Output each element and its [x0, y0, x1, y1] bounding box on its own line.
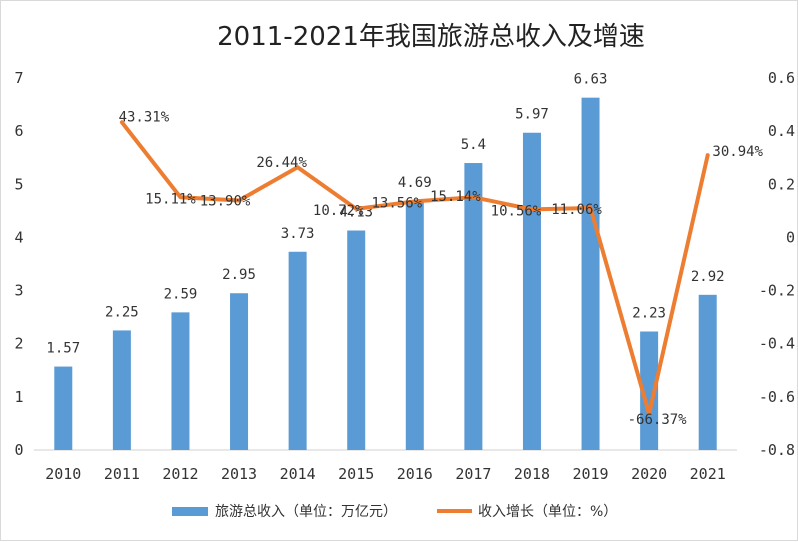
bar-data-label: 1.57	[46, 341, 80, 357]
x-tick-label: 2013	[221, 465, 257, 483]
line-data-label: 11.06%	[551, 202, 602, 218]
line-series	[119, 120, 710, 416]
bar	[54, 366, 73, 450]
line-data-label: 10.72%	[313, 203, 364, 219]
line-data-label: 30.94%	[712, 144, 763, 160]
x-tick-label: 2014	[280, 465, 316, 483]
right-tick-label: 0.4	[768, 122, 795, 140]
left-tick-label: 3	[14, 282, 23, 300]
line-data-label: 26.44%	[256, 155, 307, 171]
line-data-label: 13.90%	[200, 193, 251, 209]
right-tick-label: 0	[786, 228, 795, 246]
left-tick-label: 6	[14, 122, 23, 140]
left-tick-label: 7	[14, 69, 23, 87]
x-tick-label: 2021	[690, 465, 726, 483]
left-tick-label: 0	[14, 441, 23, 459]
line-data-label: 15.11%	[145, 191, 196, 207]
bar-data-label: 4.69	[398, 175, 432, 191]
bar	[522, 132, 541, 451]
bar	[405, 200, 424, 450]
line-data-label: 15.14%	[430, 189, 481, 205]
right-tick-label: -0.4	[759, 335, 795, 353]
x-tick-label: 2010	[45, 465, 81, 483]
right-axis: -0.8 -0.6 -0.4 -0.2 0 0.2 0.4 0.6	[759, 69, 795, 459]
bar-series	[54, 97, 717, 451]
bar	[640, 331, 659, 450]
x-tick-label: 2017	[455, 465, 491, 483]
right-tick-label: -0.6	[759, 388, 795, 406]
x-tick-label: 2018	[514, 465, 550, 483]
bar-data-labels: 1.572.252.592.953.734.134.695.45.976.632…	[46, 72, 724, 357]
chart-title: 2011-2021年我国旅游总收入及增速	[217, 22, 645, 52]
bar	[581, 97, 600, 451]
right-tick-label: 0.6	[768, 69, 795, 87]
bar	[347, 230, 366, 450]
bar	[171, 312, 190, 450]
growth-line	[119, 120, 710, 416]
line-data-label: 13.56%	[372, 195, 423, 211]
bar	[112, 330, 131, 450]
line-data-label: 43.31%	[119, 109, 170, 125]
bar-data-label: 3.73	[281, 226, 315, 242]
bar-data-label: 2.59	[164, 286, 198, 302]
legend-line-label: 收入增长（单位：%）	[478, 504, 617, 520]
x-axis: 2010 2011 2012 2013 2014 2015 2016 2017 2018 2019…	[45, 465, 726, 483]
left-tick-label: 2	[14, 335, 23, 353]
bar-data-label: 2.23	[632, 305, 666, 321]
bar-data-label: 2.92	[691, 269, 725, 285]
left-tick-label: 5	[14, 175, 23, 193]
x-tick-label: 2011	[104, 465, 140, 483]
legend-bar-swatch	[172, 507, 208, 516]
x-tick-label: 2015	[338, 465, 374, 483]
line-data-labels: 43.31% 15.11% 13.90% 26.44% 10.72% 13.56% 15.1…	[119, 109, 764, 427]
bar-data-label: 2.95	[222, 267, 256, 283]
left-tick-label: 4	[14, 228, 23, 246]
x-tick-label: 2020	[631, 465, 667, 483]
line-data-label: -66.37%	[628, 412, 688, 428]
bar	[464, 163, 483, 450]
bar-data-label: 2.25	[105, 304, 139, 320]
x-tick-label: 2016	[397, 465, 433, 483]
right-tick-label: 0.2	[768, 175, 795, 193]
left-tick-label: 1	[14, 388, 23, 406]
bar-data-label: 5.4	[461, 137, 486, 153]
bar	[698, 294, 717, 450]
bar-data-label: 5.97	[515, 107, 549, 123]
bar	[230, 293, 249, 450]
bar-data-label: 6.63	[574, 72, 608, 88]
left-axis: 0 1 2 3 4 5 6 7	[14, 69, 23, 459]
legend-bar-label: 旅游总收入（单位：万亿元）	[215, 504, 397, 520]
line-data-label: 10.56%	[491, 203, 542, 219]
x-tick-label: 2019	[572, 465, 608, 483]
right-tick-label: -0.8	[759, 441, 795, 459]
right-tick-label: -0.2	[759, 282, 795, 300]
legend: 旅游总收入（单位：万亿元） 收入增长（单位：%）	[172, 504, 617, 520]
x-tick-label: 2012	[162, 465, 198, 483]
bar	[288, 251, 307, 450]
